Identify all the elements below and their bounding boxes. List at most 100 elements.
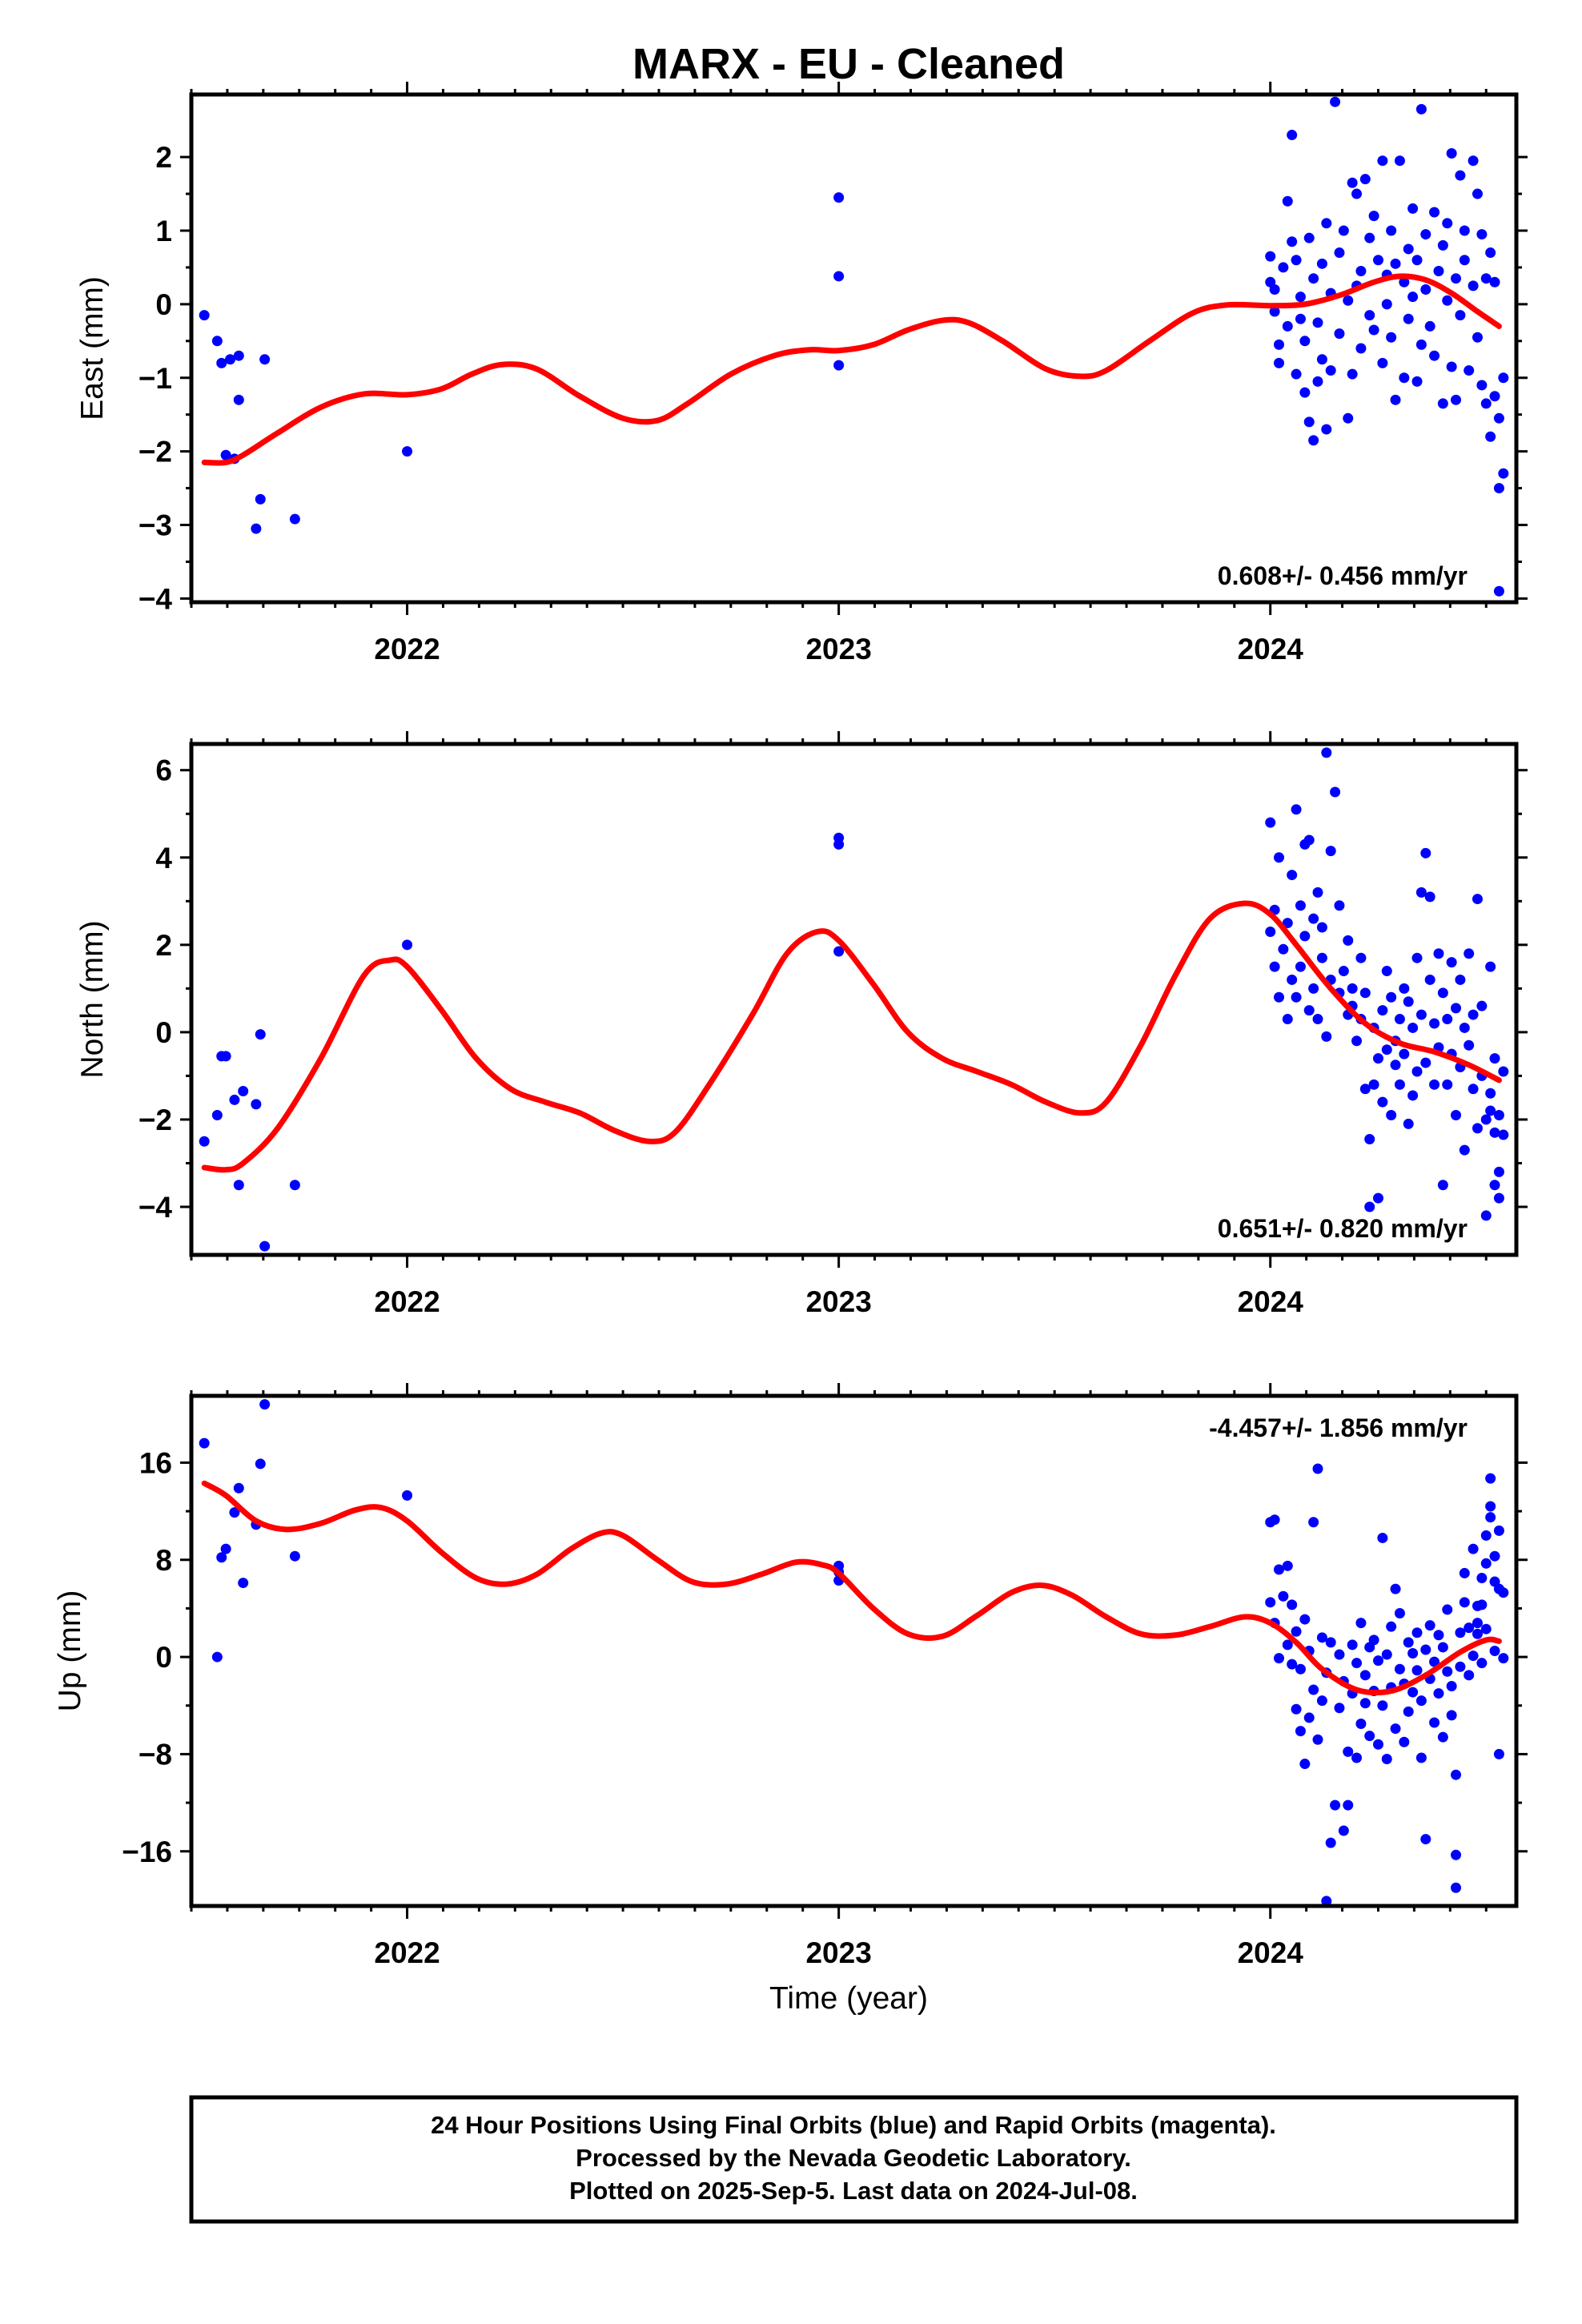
north-data-point bbox=[1403, 1118, 1414, 1129]
east-y-tick-label: −4 bbox=[139, 582, 173, 615]
east-data-point bbox=[1468, 280, 1479, 292]
up-data-point bbox=[199, 1437, 210, 1449]
up-data-point bbox=[1489, 1646, 1500, 1656]
north-data-point bbox=[1321, 747, 1332, 758]
east-data-point bbox=[1343, 295, 1354, 306]
east-data-point bbox=[1451, 394, 1462, 405]
north-y-tick-label: 0 bbox=[155, 1016, 172, 1049]
north-data-point bbox=[1303, 834, 1315, 846]
up-data-point bbox=[238, 1578, 249, 1589]
east-data-point bbox=[1287, 130, 1298, 141]
up-rate-label: -4.457+/- 1.856 mm/yr bbox=[1209, 1413, 1468, 1442]
east-data-point bbox=[1464, 365, 1475, 376]
north-y-tick-label: 4 bbox=[155, 842, 172, 875]
north-data-point bbox=[1464, 948, 1475, 959]
east-data-point bbox=[1493, 412, 1504, 424]
east-data-point bbox=[233, 394, 244, 405]
up-data-point bbox=[1437, 1642, 1448, 1653]
east-x-tick-label: 2023 bbox=[805, 633, 871, 665]
north-data-point bbox=[1394, 1079, 1405, 1090]
up-data-point bbox=[1368, 1634, 1379, 1646]
east-data-point bbox=[1407, 292, 1419, 303]
north-y-tick-label: 6 bbox=[155, 754, 172, 787]
up-data-point bbox=[1411, 1665, 1423, 1676]
up-data-point bbox=[1403, 1706, 1414, 1717]
north-data-point bbox=[229, 1094, 240, 1105]
north-data-point bbox=[1451, 1110, 1462, 1121]
up-data-point bbox=[1442, 1604, 1453, 1615]
north-data-point bbox=[1372, 1192, 1383, 1204]
east-data-point bbox=[1442, 218, 1453, 229]
north-data-point bbox=[1442, 1014, 1453, 1025]
up-data-point bbox=[1351, 1658, 1363, 1669]
north-data-point bbox=[211, 1110, 223, 1121]
east-data-point bbox=[1308, 435, 1319, 446]
east-data-point bbox=[1403, 313, 1414, 324]
east-data-point bbox=[1390, 258, 1401, 269]
east-data-point bbox=[1407, 203, 1419, 214]
east-data-point bbox=[1377, 155, 1388, 167]
north-data-point bbox=[1407, 1022, 1419, 1033]
north-data-point bbox=[1489, 1180, 1500, 1191]
east-data-point bbox=[1424, 320, 1435, 332]
east-data-point bbox=[1303, 416, 1315, 428]
east-data-point bbox=[1334, 247, 1345, 259]
up-data-point bbox=[1381, 1649, 1392, 1660]
up-data-point bbox=[1312, 1463, 1323, 1474]
east-data-point bbox=[1295, 313, 1306, 324]
east-data-points bbox=[199, 96, 1509, 597]
up-data-point bbox=[1399, 1736, 1410, 1747]
north-data-point bbox=[1429, 1018, 1440, 1029]
north-data-point bbox=[1459, 1144, 1470, 1156]
east-data-point bbox=[1269, 283, 1280, 295]
north-data-point bbox=[1321, 1031, 1332, 1042]
up-data-point bbox=[1407, 1648, 1419, 1659]
up-model-curve bbox=[201, 1480, 1502, 1696]
up-data-point bbox=[1472, 1628, 1483, 1639]
up-data-point bbox=[1489, 1550, 1500, 1562]
north-data-point bbox=[1269, 961, 1280, 972]
north-data-point bbox=[1299, 931, 1311, 942]
east-data-point bbox=[1287, 236, 1298, 247]
north-data-point bbox=[1291, 991, 1302, 1003]
east-axis: −4 −3 −2 −1 0 1 2 2022 2023 2024 bbox=[139, 82, 1528, 665]
up-data-point bbox=[1355, 1618, 1367, 1629]
east-data-point bbox=[1321, 424, 1332, 435]
east-data-point bbox=[1308, 273, 1319, 284]
up-data-point bbox=[1355, 1719, 1367, 1729]
north-data-point bbox=[1381, 1044, 1392, 1055]
east-data-point bbox=[1334, 328, 1345, 340]
up-data-point bbox=[1468, 1651, 1479, 1662]
east-data-point bbox=[251, 523, 262, 534]
north-data-point bbox=[1330, 786, 1341, 798]
north-data-point bbox=[289, 1180, 300, 1191]
north-y-tick-label: −2 bbox=[139, 1104, 172, 1136]
east-data-point bbox=[1347, 368, 1358, 380]
east-data-point bbox=[1274, 339, 1285, 350]
east-data-point bbox=[1489, 391, 1500, 402]
north-data-point bbox=[1282, 918, 1293, 929]
east-data-point bbox=[1429, 350, 1440, 361]
north-data-point bbox=[1372, 1053, 1383, 1064]
up-data-point bbox=[1420, 1834, 1431, 1845]
footer-box: 24 Hour Positions Using Final Orbits (bl… bbox=[189, 2095, 1519, 2224]
up-axis: −16 −8 0 8 16 2022 2023 2024 bbox=[122, 1383, 1528, 1969]
east-data-point bbox=[1420, 283, 1431, 295]
east-data-point bbox=[1291, 255, 1302, 266]
north-data-point bbox=[1274, 991, 1285, 1003]
up-data-point bbox=[1480, 1623, 1492, 1634]
up-data-point bbox=[1464, 1622, 1475, 1634]
footer-line-1: 24 Hour Positions Using Final Orbits (bl… bbox=[431, 2111, 1276, 2139]
north-data-point bbox=[1407, 1090, 1419, 1101]
east-data-point bbox=[255, 493, 266, 505]
up-data-point bbox=[1455, 1627, 1466, 1638]
up-data-point bbox=[1459, 1567, 1470, 1578]
north-data-point bbox=[1420, 1057, 1431, 1068]
east-data-point bbox=[1355, 266, 1367, 277]
up-data-point bbox=[289, 1550, 300, 1562]
up-data-point bbox=[1343, 1799, 1354, 1811]
up-data-point bbox=[1282, 1639, 1293, 1651]
north-data-point bbox=[1308, 983, 1319, 994]
north-data-point bbox=[1429, 1079, 1440, 1090]
north-data-point bbox=[1291, 804, 1302, 815]
